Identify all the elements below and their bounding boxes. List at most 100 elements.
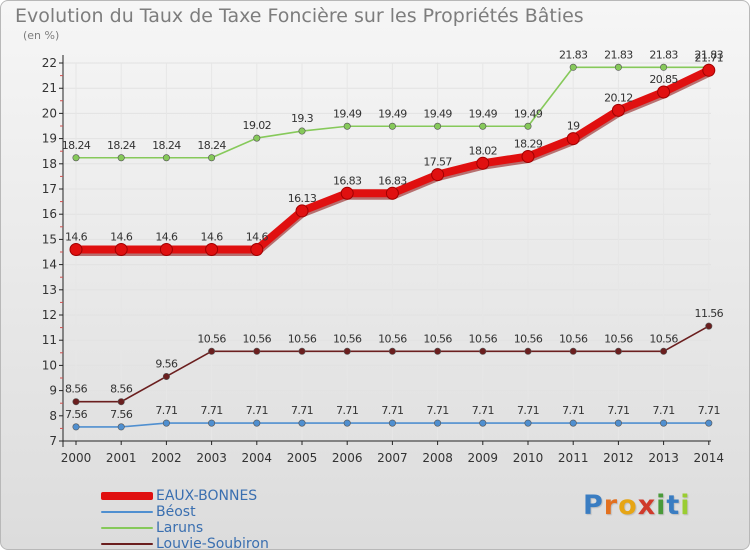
data-label-louvie-soubiron-2008: 10.56 [423,332,452,345]
point-laruns-2009 [479,122,487,130]
y-axis-unit: (en %) [23,29,60,42]
point-eaux-bonnes-2005 [295,204,309,218]
point-eaux-bonnes-2003 [205,242,219,256]
point-b-ost-2011 [569,419,577,427]
data-label-laruns-2006: 19.49 [333,107,362,120]
point-b-ost-2004 [253,419,261,427]
point-laruns-2002 [162,154,170,162]
data-label-b-ost-2005: 7.71 [291,404,313,417]
point-louvie-soubiron-2012 [614,347,622,355]
point-b-ost-2009 [479,419,487,427]
data-label-eaux-bonnes-2005: 16.13 [288,192,317,205]
point-louvie-soubiron-2008 [434,347,442,355]
y-tick-label-19: 19 [42,132,57,146]
point-laruns-2012 [614,63,622,71]
point-eaux-bonnes-2001 [114,242,128,256]
point-eaux-bonnes-2011 [566,132,580,146]
y-tick-label-15: 15 [42,232,57,246]
point-b-ost-2012 [614,419,622,427]
y-tick-label-18: 18 [42,157,57,171]
point-b-ost-2003 [208,419,216,427]
y-tick-label-22: 22 [42,56,57,70]
data-label-eaux-bonnes-2013: 20.85 [649,73,678,86]
data-label-eaux-bonnes-2007: 16.83 [378,174,407,187]
x-tick-label-2004: 2004 [242,451,273,465]
logo-letter: o [618,490,638,521]
point-louvie-soubiron-2010 [524,347,532,355]
point-laruns-2010 [524,122,532,130]
data-label-eaux-bonnes-2006: 16.83 [333,174,362,187]
data-label-eaux-bonnes-2001: 14.6 [110,230,133,243]
point-louvie-soubiron-2004 [253,347,261,355]
point-laruns-2011 [569,63,577,71]
data-label-louvie-soubiron-2000: 8.56 [65,383,88,396]
logo-letter: P [583,490,604,521]
point-b-ost-2006 [343,419,351,427]
data-label-eaux-bonnes-2009: 18.02 [469,144,498,157]
chart-title: Evolution du Taux de Taxe Foncière sur l… [15,5,584,27]
point-laruns-2001 [117,154,125,162]
x-tick-label-2013: 2013 [648,451,679,465]
data-label-b-ost-2008: 7.71 [427,404,449,417]
legend-swatch-laruns [101,527,153,529]
point-b-ost-2007 [388,419,396,427]
data-label-laruns-2005: 19.3 [291,112,314,125]
y-tick-label-21: 21 [42,81,57,95]
y-tick-label-9: 9 [49,384,57,398]
data-label-louvie-soubiron-2005: 10.56 [288,332,317,345]
data-label-laruns-2012: 21.83 [604,48,633,61]
y-tick-label-13: 13 [42,283,57,297]
data-label-louvie-soubiron-2002: 9.56 [155,357,178,370]
data-label-eaux-bonnes-2000: 14.6 [65,230,88,243]
point-eaux-bonnes-2002 [159,242,173,256]
point-eaux-bonnes-2009 [476,156,490,170]
data-label-b-ost-2007: 7.71 [381,404,403,417]
point-louvie-soubiron-2007 [388,347,396,355]
point-eaux-bonnes-2013 [657,85,671,99]
point-louvie-soubiron-2001 [117,398,125,406]
data-label-eaux-bonnes-2002: 14.6 [155,230,178,243]
data-label-eaux-bonnes-2012: 20.12 [604,91,633,104]
x-tick-label-2007: 2007 [377,451,408,465]
proxiti-logo: Proxiti [583,490,691,521]
point-louvie-soubiron-2014 [705,322,713,330]
x-tick-label-2008: 2008 [422,451,453,465]
data-label-b-ost-2000: 7.56 [65,408,88,421]
x-tick-label-2010: 2010 [513,451,544,465]
x-tick-label-2006: 2006 [332,451,363,465]
data-label-laruns-2000: 18.24 [62,139,91,152]
legend-label-eaux-bonnes: EAUX-BONNES [156,488,258,504]
data-label-laruns-2013: 21.83 [649,48,678,61]
data-label-b-ost-2001: 7.56 [110,408,133,421]
point-laruns-2000 [72,154,80,162]
point-louvie-soubiron-2006 [343,347,351,355]
legend-label-louvie-soubiron: Louvie-Soubiron [156,536,269,550]
point-eaux-bonnes-2007 [385,186,399,200]
point-eaux-bonnes-2008 [431,168,445,182]
logo-letter: r [603,490,619,521]
data-label-eaux-bonnes-2008: 17.57 [423,156,452,169]
logo-letter: x [637,490,657,521]
data-label-b-ost-2011: 7.71 [562,404,584,417]
data-label-b-ost-2009: 7.71 [472,404,494,417]
x-tick-label-2011: 2011 [558,451,589,465]
point-laruns-2008 [434,122,442,130]
x-tick-label-2001: 2001 [106,451,137,465]
data-label-louvie-soubiron-2011: 10.56 [559,332,588,345]
data-label-louvie-soubiron-2014: 11.56 [695,307,724,320]
point-eaux-bonnes-2010 [521,149,535,163]
point-louvie-soubiron-2002 [162,372,170,380]
data-label-eaux-bonnes-2003: 14.6 [201,230,224,243]
data-label-b-ost-2010: 7.71 [517,404,539,417]
point-laruns-2007 [388,122,396,130]
data-label-louvie-soubiron-2003: 10.56 [197,332,226,345]
point-laruns-2013 [660,63,668,71]
point-eaux-bonnes-2000 [69,242,83,256]
data-label-laruns-2009: 19.49 [469,107,498,120]
y-tick-label-12: 12 [42,308,57,322]
point-b-ost-2014 [705,419,713,427]
legend-swatch-louvie-soubiron [101,543,153,545]
point-louvie-soubiron-2005 [298,347,306,355]
